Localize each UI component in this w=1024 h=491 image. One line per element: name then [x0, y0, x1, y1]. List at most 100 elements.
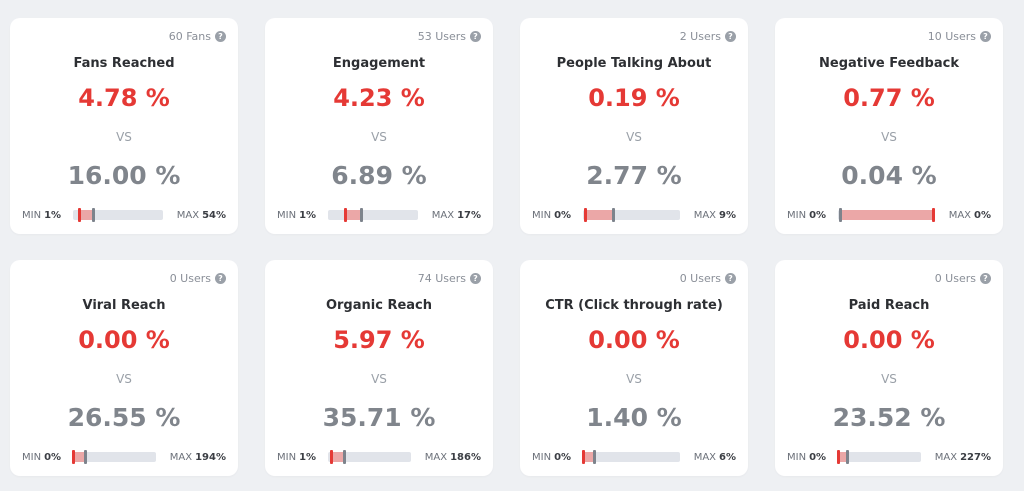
min-value: 0%	[809, 209, 827, 221]
max-label: MAX	[693, 209, 717, 221]
metric-card-fans-reached: 60 Fans? Fans Reached 4.78 % VS 16.00 % …	[10, 18, 238, 234]
metrics-grid: 60 Fans? Fans Reached 4.78 % VS 16.00 % …	[10, 18, 1020, 476]
benchmark-value: 1.40 %	[586, 403, 682, 432]
max-value: 227%	[960, 451, 991, 463]
help-icon[interactable]: ?	[470, 273, 481, 284]
benchmark-value: 26.55 %	[67, 403, 181, 432]
metric-value: 0.00 %	[78, 326, 170, 354]
help-icon[interactable]: ?	[725, 273, 736, 284]
vs-label: VS	[116, 372, 132, 386]
audience-count: 10 Users?	[928, 30, 991, 43]
help-icon[interactable]: ?	[980, 31, 991, 42]
metric-value: 0.00 %	[588, 326, 680, 354]
value-marker	[344, 208, 348, 222]
min-label: MIN	[787, 209, 807, 221]
max-label: MAX	[693, 451, 717, 463]
metric-card-paid-reach: 0 Users? Paid Reach 0.00 % VS 23.52 % MI…	[775, 260, 1003, 476]
vs-label: VS	[626, 130, 642, 144]
audience-count: 0 Users?	[170, 272, 226, 285]
metric-value: 0.00 %	[843, 326, 935, 354]
benchmark-value: 16.00 %	[67, 161, 181, 190]
audience-count: 0 Users?	[680, 272, 736, 285]
range-bar: MIN 0% MAX 9%	[532, 208, 736, 222]
range-fill	[583, 452, 594, 462]
min-label: MIN	[277, 209, 297, 221]
benchmark-value: 23.52 %	[832, 403, 946, 432]
max-label: MAX	[176, 209, 200, 221]
metric-card-organic-reach: 74 Users? Organic Reach 5.97 % VS 35.71 …	[265, 260, 493, 476]
range-bar: MIN 1% MAX 186%	[277, 450, 481, 464]
help-icon[interactable]: ?	[215, 273, 226, 284]
value-marker	[78, 208, 82, 222]
audience-count: 2 Users?	[680, 30, 736, 43]
max-label: MAX	[948, 209, 972, 221]
metric-value: 4.78 %	[78, 84, 170, 112]
metric-value: 5.97 %	[333, 326, 425, 354]
range-fill	[73, 452, 85, 462]
range-track	[328, 450, 411, 464]
value-marker	[837, 450, 841, 464]
help-icon[interactable]: ?	[725, 31, 736, 42]
vs-label: VS	[116, 130, 132, 144]
range-fill	[79, 210, 93, 220]
audience-count: 53 Users?	[418, 30, 481, 43]
metric-value: 0.19 %	[588, 84, 680, 112]
range-bar: MIN 0% MAX 227%	[787, 450, 991, 464]
value-marker	[582, 450, 586, 464]
range-bar: MIN 0% MAX 0%	[787, 208, 991, 222]
audience-count: 74 Users?	[418, 272, 481, 285]
range-fill	[330, 452, 344, 462]
max-value: 186%	[450, 451, 481, 463]
max-value: 194%	[195, 451, 226, 463]
help-icon[interactable]: ?	[470, 31, 481, 42]
metric-title: CTR (Click through rate)	[545, 298, 723, 313]
benchmark-marker	[592, 450, 596, 464]
range-track	[328, 208, 418, 222]
range-bar: MIN 0% MAX 194%	[22, 450, 226, 464]
min-label: MIN	[787, 451, 807, 463]
max-label: MAX	[424, 451, 448, 463]
vs-label: VS	[371, 372, 387, 386]
benchmark-marker	[83, 450, 87, 464]
benchmark-marker	[91, 208, 95, 222]
value-marker	[72, 450, 76, 464]
vs-label: VS	[881, 372, 897, 386]
metric-title: Negative Feedback	[819, 56, 959, 71]
min-value: 1%	[299, 451, 317, 463]
benchmark-marker	[360, 208, 364, 222]
help-icon[interactable]: ?	[215, 31, 226, 42]
benchmark-marker	[846, 450, 850, 464]
benchmark-value: 0.04 %	[841, 161, 937, 190]
vs-label: VS	[626, 372, 642, 386]
metric-card-viral-reach: 0 Users? Viral Reach 0.00 % VS 26.55 % M…	[10, 260, 238, 476]
max-value: 0%	[974, 209, 991, 221]
value-marker	[583, 208, 587, 222]
range-bar: MIN 1% MAX 54%	[22, 208, 226, 222]
range-track	[583, 208, 680, 222]
min-value: 0%	[554, 209, 572, 221]
help-icon[interactable]: ?	[980, 273, 991, 284]
max-value: 6%	[719, 451, 736, 463]
range-track	[73, 208, 163, 222]
range-track	[838, 208, 935, 222]
benchmark-marker	[838, 208, 842, 222]
vs-label: VS	[371, 130, 387, 144]
metric-card-people-talking-about: 2 Users? People Talking About 0.19 % VS …	[520, 18, 748, 234]
min-label: MIN	[532, 209, 552, 221]
metric-title: Fans Reached	[73, 56, 175, 71]
value-marker	[329, 450, 333, 464]
audience-count: 0 Users?	[935, 272, 991, 285]
max-value: 54%	[202, 209, 226, 221]
min-label: MIN	[22, 451, 42, 463]
max-label: MAX	[169, 451, 193, 463]
benchmark-marker	[612, 208, 615, 222]
metric-card-negative-feedback: 10 Users? Negative Feedback 0.77 % VS 0.…	[775, 18, 1003, 234]
benchmark-marker	[342, 450, 346, 464]
range-fill	[584, 210, 613, 220]
max-value: 17%	[457, 209, 481, 221]
metric-card-ctr: 0 Users? CTR (Click through rate) 0.00 %…	[520, 260, 748, 476]
range-fill	[345, 210, 362, 220]
audience-count: 60 Fans?	[169, 30, 226, 43]
min-value: 1%	[299, 209, 317, 221]
max-label: MAX	[431, 209, 455, 221]
